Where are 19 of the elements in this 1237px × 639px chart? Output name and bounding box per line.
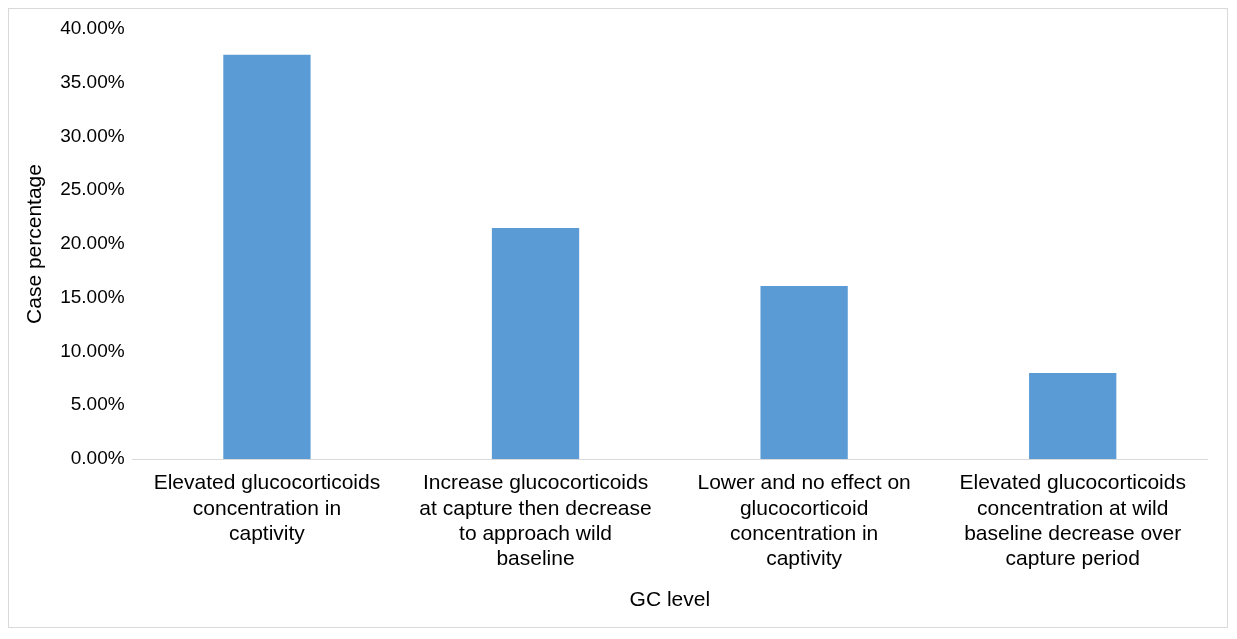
x-tick-label: Elevated glucocorticoids concentration at wild baseline decrease over capture period <box>959 470 1186 569</box>
y-axis-title: Case percentage <box>22 164 46 324</box>
x-tick-label: Increase glucocorticoids at capture then decrease to approach wild baseline <box>419 470 652 569</box>
y-tick-label: 5.00% <box>70 393 125 415</box>
bar <box>760 285 848 459</box>
y-tick-label: 30.00% <box>60 124 125 146</box>
y-tick-label: 10.00% <box>60 339 125 361</box>
bar <box>223 54 311 459</box>
y-tick-label: 15.00% <box>60 285 125 307</box>
y-tick-label: 0.00% <box>70 447 125 469</box>
y-tick-label: 40.00% <box>60 17 125 39</box>
bar <box>491 227 580 459</box>
x-tick-label: Elevated glucocorticoids concentration in captivity <box>153 470 381 544</box>
x-axis-title: GC level <box>629 587 711 611</box>
y-tick-label: 35.00% <box>60 70 125 92</box>
x-tick-label: Lower and no effect on glucocorticoid concentration in captivity <box>697 470 911 569</box>
y-tick-label: 25.00% <box>60 178 125 200</box>
bar <box>1029 373 1117 459</box>
y-tick-label: 20.00% <box>60 232 125 254</box>
